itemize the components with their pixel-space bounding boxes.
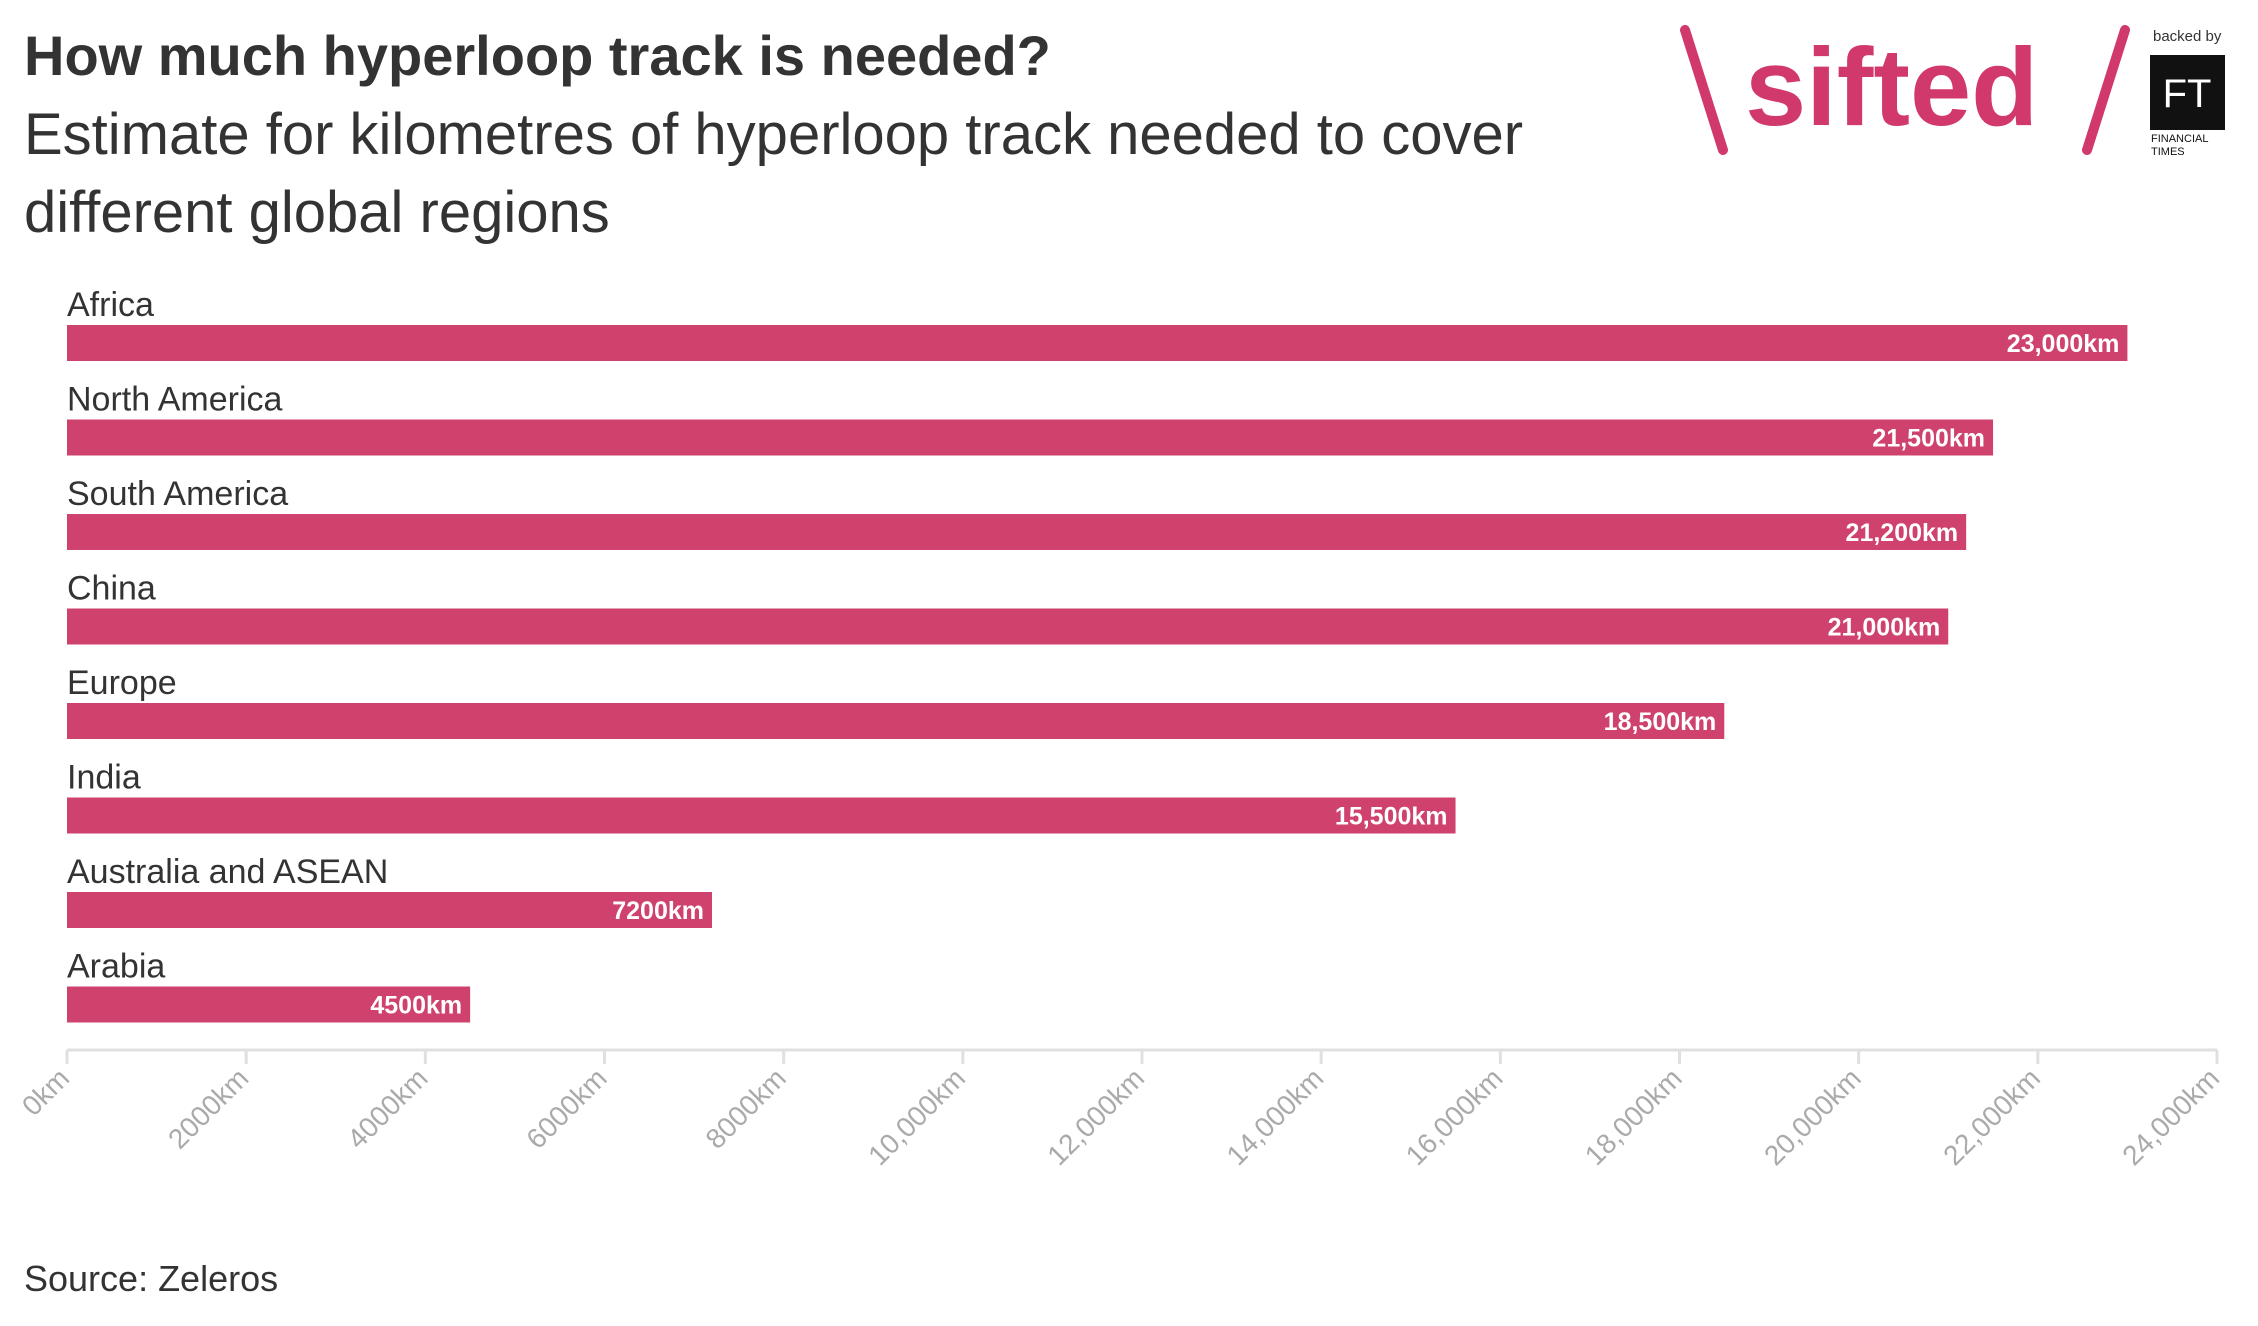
category-label: India (67, 759, 141, 797)
x-tick-label: 8000km (700, 1062, 792, 1154)
x-tick-label: 18,000km (1579, 1062, 1688, 1171)
x-tick-label: 0km (16, 1062, 75, 1121)
x-tick-label: 24,000km (2116, 1062, 2225, 1171)
logo-sifted-text: sifted (1745, 26, 2038, 149)
x-tick-label: 12,000km (1041, 1062, 1150, 1171)
data-label: 21,000km (1828, 614, 1941, 642)
ft-logo-line1: FINANCIAL (2151, 133, 2208, 145)
category-label: South America (67, 475, 288, 513)
x-tick-label: 20,000km (1758, 1062, 1867, 1171)
x-tick-label: 14,000km (1221, 1062, 1330, 1171)
bar (67, 325, 2128, 361)
data-label: 23,000km (2007, 330, 2120, 358)
bar (67, 797, 1456, 834)
data-label: 18,500km (1604, 708, 1717, 736)
bar (67, 892, 712, 928)
x-tick-label: 22,000km (1937, 1062, 2046, 1171)
data-label: 15,500km (1335, 803, 1448, 831)
data-label: 7200km (612, 897, 704, 925)
bar (67, 608, 1949, 645)
x-tick-label: 6000km (520, 1062, 612, 1154)
x-tick-label: 2000km (162, 1062, 254, 1154)
bar (67, 986, 471, 1023)
x-tick-label: 10,000km (862, 1062, 971, 1171)
sifted-ft-logo: sifted backed by FT FINANCIAL TIMES (1680, 25, 2225, 158)
chart-subtitle: Estimate for kilometres of hyperloop tra… (24, 102, 1524, 245)
chart-title: How much hyperloop track is needed? (24, 24, 1051, 87)
data-label: 4500km (370, 992, 462, 1020)
logo-backslash (1680, 25, 1728, 155)
data-label: 21,500km (1872, 425, 1985, 453)
x-tick-label: 16,000km (1400, 1062, 1509, 1171)
ft-logo-box (2150, 55, 2225, 130)
category-label: North America (67, 381, 282, 419)
category-label: Europe (67, 664, 177, 702)
bar (67, 514, 1967, 550)
bar (67, 703, 1725, 739)
logo-slash (2082, 25, 2130, 155)
backed-by-text: backed by (2153, 28, 2222, 45)
ft-logo-mark: FT (2163, 72, 2212, 116)
category-label: China (67, 570, 156, 608)
category-label: Australia and ASEAN (67, 853, 388, 891)
data-label: 21,200km (1846, 519, 1959, 547)
category-label: Arabia (67, 948, 165, 986)
category-label: Africa (67, 286, 154, 324)
source-note: Source: Zeleros (24, 1258, 279, 1299)
ft-logo-line2: TIMES (2151, 146, 2185, 158)
bar (67, 419, 1994, 456)
x-tick-label: 4000km (341, 1062, 433, 1154)
